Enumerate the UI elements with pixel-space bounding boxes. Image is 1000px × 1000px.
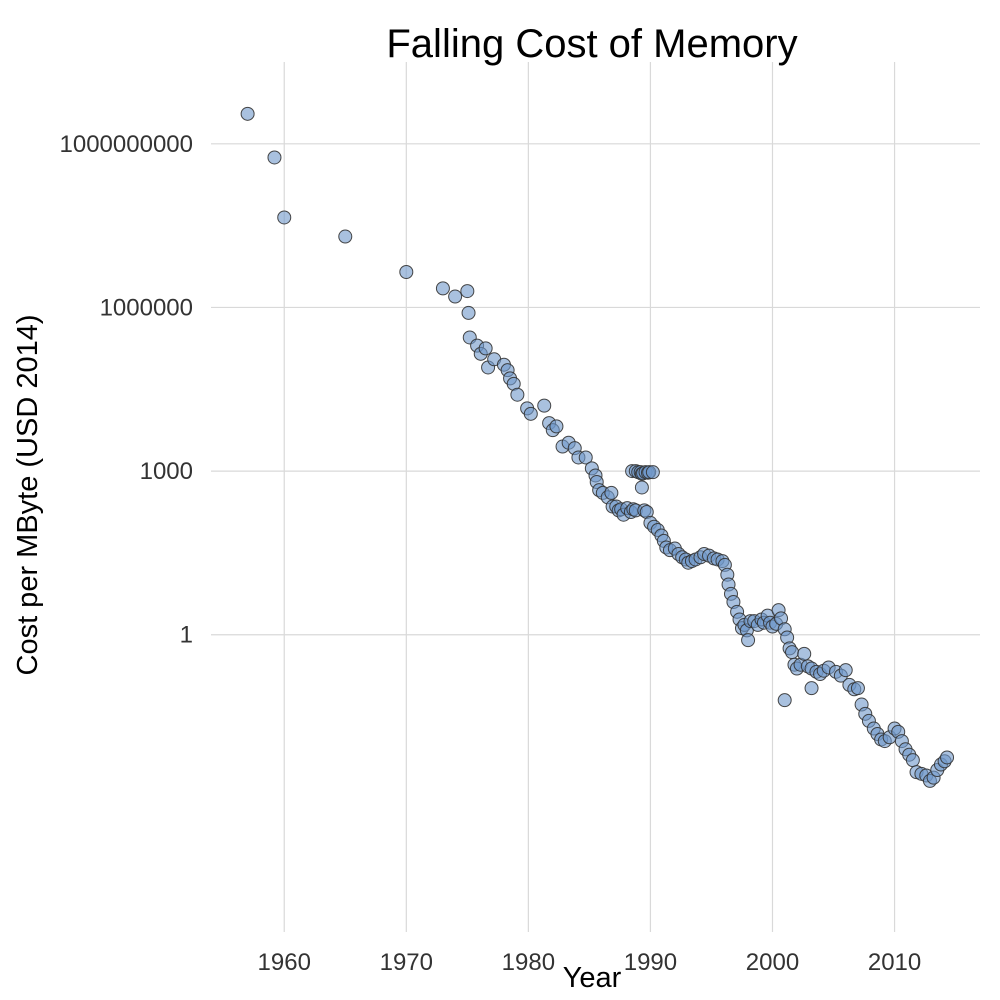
data-point xyxy=(478,341,493,356)
data-point xyxy=(460,284,475,299)
x-tick-label: 1980 xyxy=(502,949,555,976)
data-point xyxy=(741,633,756,648)
x-tick-label: 2000 xyxy=(746,949,799,976)
data-point xyxy=(240,106,255,121)
data-point xyxy=(461,305,476,320)
data-point xyxy=(435,281,450,296)
data-point xyxy=(338,229,353,244)
data-point xyxy=(448,289,463,304)
data-point xyxy=(399,265,414,279)
data-point xyxy=(267,150,282,165)
data-point xyxy=(523,406,538,421)
x-axis-label: Year xyxy=(563,962,622,994)
data-point xyxy=(940,750,955,765)
data-point xyxy=(797,646,812,661)
chart-title: Falling Cost of Memory xyxy=(386,22,797,66)
data-point xyxy=(634,480,649,495)
points-layer xyxy=(240,106,955,788)
y-tick-label: 1 xyxy=(180,622,193,649)
data-point xyxy=(804,681,819,696)
x-tick-label: 1960 xyxy=(258,949,311,976)
data-point xyxy=(645,465,660,480)
data-point xyxy=(850,681,865,696)
y-axis-label: Cost per MByte (USD 2014) xyxy=(12,314,44,675)
data-point xyxy=(537,398,552,413)
y-tick-label: 1000 xyxy=(140,458,193,485)
data-point xyxy=(549,419,564,434)
data-point xyxy=(604,485,619,500)
data-point xyxy=(905,753,920,768)
grid-layer xyxy=(211,62,980,932)
data-point xyxy=(785,645,800,660)
data-point xyxy=(777,693,792,708)
data-point xyxy=(510,387,525,402)
x-tick-label: 2010 xyxy=(868,949,921,976)
ticks-layer: 1960 1970 1980 1990 2000 2010 1 1000 1000000 1000… xyxy=(60,131,922,976)
data-point xyxy=(578,450,593,465)
y-tick-label: 1000000 xyxy=(100,294,193,321)
x-tick-label: 1990 xyxy=(624,949,677,976)
data-point xyxy=(838,663,853,678)
data-point xyxy=(277,210,292,225)
x-tick-label: 1970 xyxy=(380,949,433,976)
y-tick-label: 1000000000 xyxy=(60,131,193,158)
